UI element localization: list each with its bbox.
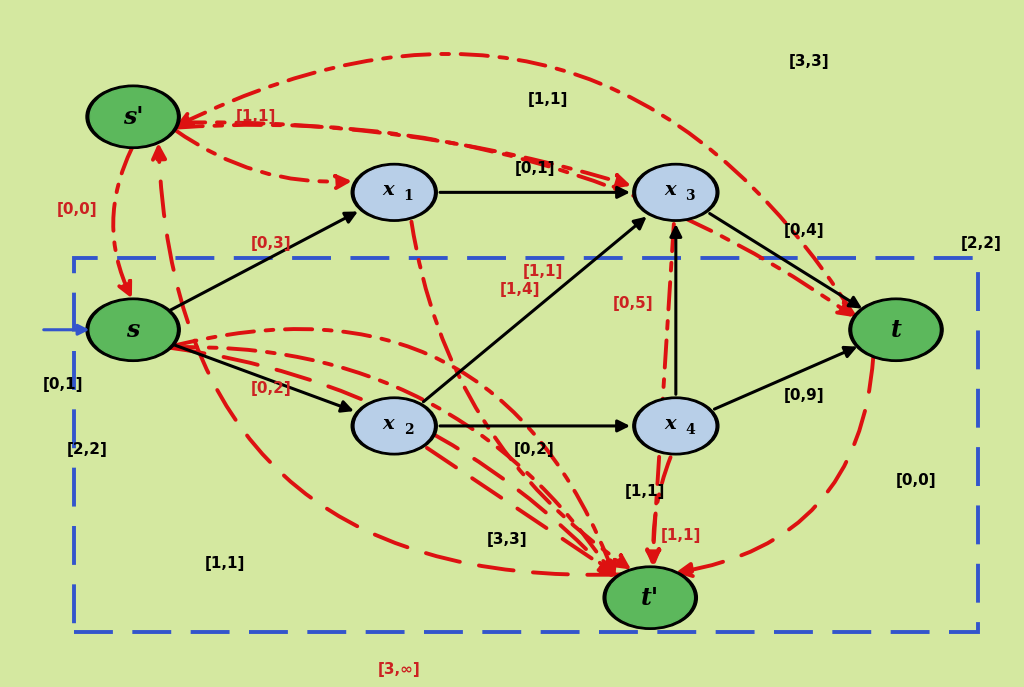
Text: x: x — [664, 415, 676, 433]
Text: [1,4]: [1,4] — [500, 282, 541, 297]
Circle shape — [637, 400, 715, 452]
Text: t: t — [891, 318, 901, 341]
Text: [0,0]: [0,0] — [896, 473, 937, 488]
Text: [1,1]: [1,1] — [625, 484, 666, 499]
Circle shape — [853, 301, 939, 359]
Text: [1,1]: [1,1] — [522, 264, 563, 279]
Text: x: x — [664, 181, 676, 199]
Bar — [74, 258, 978, 632]
Circle shape — [603, 566, 697, 629]
Circle shape — [355, 166, 433, 218]
Text: [0,3]: [0,3] — [251, 236, 292, 251]
Circle shape — [355, 400, 433, 452]
Text: [0,1]: [0,1] — [514, 161, 555, 176]
Circle shape — [607, 569, 693, 627]
Text: [0,9]: [0,9] — [783, 387, 824, 403]
Circle shape — [633, 164, 719, 221]
Text: [0,1]: [0,1] — [43, 377, 84, 392]
Text: [0,2]: [0,2] — [251, 381, 292, 396]
Circle shape — [637, 166, 715, 218]
Text: x: x — [382, 181, 394, 199]
Circle shape — [849, 298, 943, 361]
Text: [1,1]: [1,1] — [205, 556, 246, 571]
Text: x: x — [382, 415, 394, 433]
Text: [0,2]: [0,2] — [514, 442, 555, 458]
Text: 4: 4 — [685, 423, 695, 437]
Text: 1: 1 — [403, 190, 414, 203]
Circle shape — [86, 85, 180, 148]
Text: 3: 3 — [685, 190, 695, 203]
Circle shape — [90, 301, 176, 359]
Text: [3,∞]: [3,∞] — [378, 662, 421, 677]
Text: [0,4]: [0,4] — [783, 223, 824, 238]
Text: [1,1]: [1,1] — [527, 92, 568, 107]
Text: [1,1]: [1,1] — [660, 528, 701, 543]
Text: t': t' — [641, 586, 659, 609]
Text: [2,2]: [2,2] — [961, 236, 1001, 251]
Circle shape — [90, 88, 176, 146]
Text: [3,3]: [3,3] — [486, 532, 527, 547]
Text: [0,5]: [0,5] — [612, 296, 653, 311]
Circle shape — [351, 164, 437, 221]
Text: [0,0]: [0,0] — [56, 202, 97, 217]
Text: s': s' — [123, 105, 143, 128]
Circle shape — [633, 397, 719, 455]
Text: [3,3]: [3,3] — [788, 54, 829, 69]
Text: s: s — [127, 318, 139, 341]
Text: [2,2]: [2,2] — [67, 442, 108, 458]
Text: [1,1]: [1,1] — [236, 109, 276, 124]
Text: 2: 2 — [403, 423, 414, 437]
Circle shape — [351, 397, 437, 455]
Circle shape — [86, 298, 180, 361]
